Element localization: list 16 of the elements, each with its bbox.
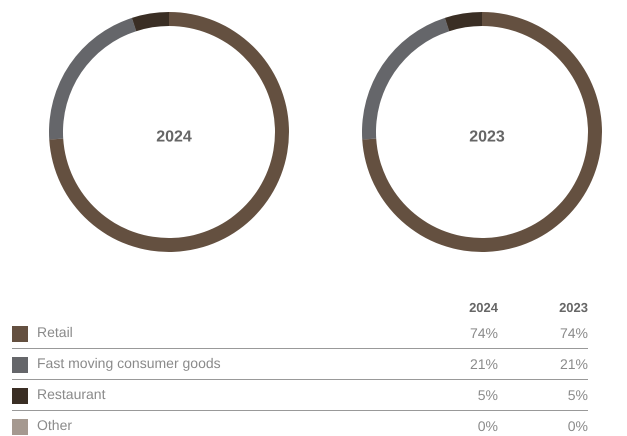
legend-label: Fast moving consumer goods [12,348,408,380]
text: 2023 [469,128,505,146]
text: 2024 [469,300,498,314]
data-label: 74% [408,318,498,348]
data-label: 74% [498,318,588,348]
data-label: 21% [408,348,498,380]
legend-label: Retail [12,318,408,348]
slice-label: 2024 [156,128,192,146]
legend-label: Other [36,416,74,436]
data-label: 5% [408,380,498,410]
data-label: 5% [498,380,588,410]
slice-label: 2023 [558,298,588,316]
data-label: 21% [498,348,588,380]
text: 0% [568,418,588,434]
legend-label: Restaurant [12,380,408,410]
text: 0% [478,418,498,434]
